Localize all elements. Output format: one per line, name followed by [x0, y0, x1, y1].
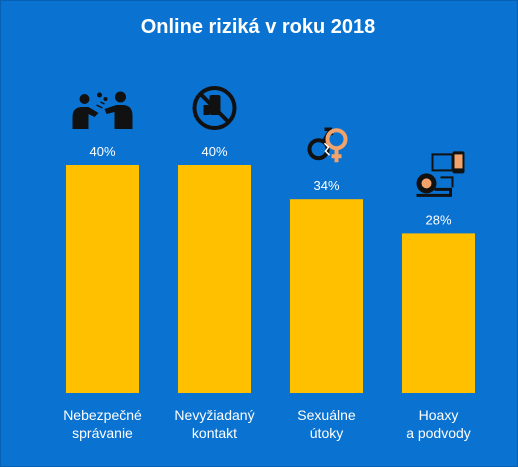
- category-label-3: Sexuálne útoky: [297, 407, 356, 441]
- bar-4: [402, 233, 475, 393]
- category-label-4: Hoaxy a podvody: [406, 407, 471, 441]
- chart-title: Online riziká v roku 2018: [140, 16, 376, 38]
- gender-symbols-icon: [307, 127, 348, 163]
- value-label-4: 28%: [425, 212, 451, 227]
- bar-3: [290, 199, 363, 393]
- category-label-1: Nebezpečné správanie: [63, 407, 142, 441]
- bar-1: [66, 165, 139, 393]
- money-fraud-icon: [416, 151, 465, 197]
- value-label-3: 34%: [313, 178, 339, 193]
- bar-2: [178, 165, 251, 393]
- fighting-people-icon: [72, 91, 133, 129]
- no-contact-icon: [192, 86, 237, 130]
- category-label-2: Nevyžiadaný kontakt: [174, 407, 254, 441]
- value-label-1: 40%: [89, 144, 115, 159]
- value-label-2: 40%: [201, 144, 227, 159]
